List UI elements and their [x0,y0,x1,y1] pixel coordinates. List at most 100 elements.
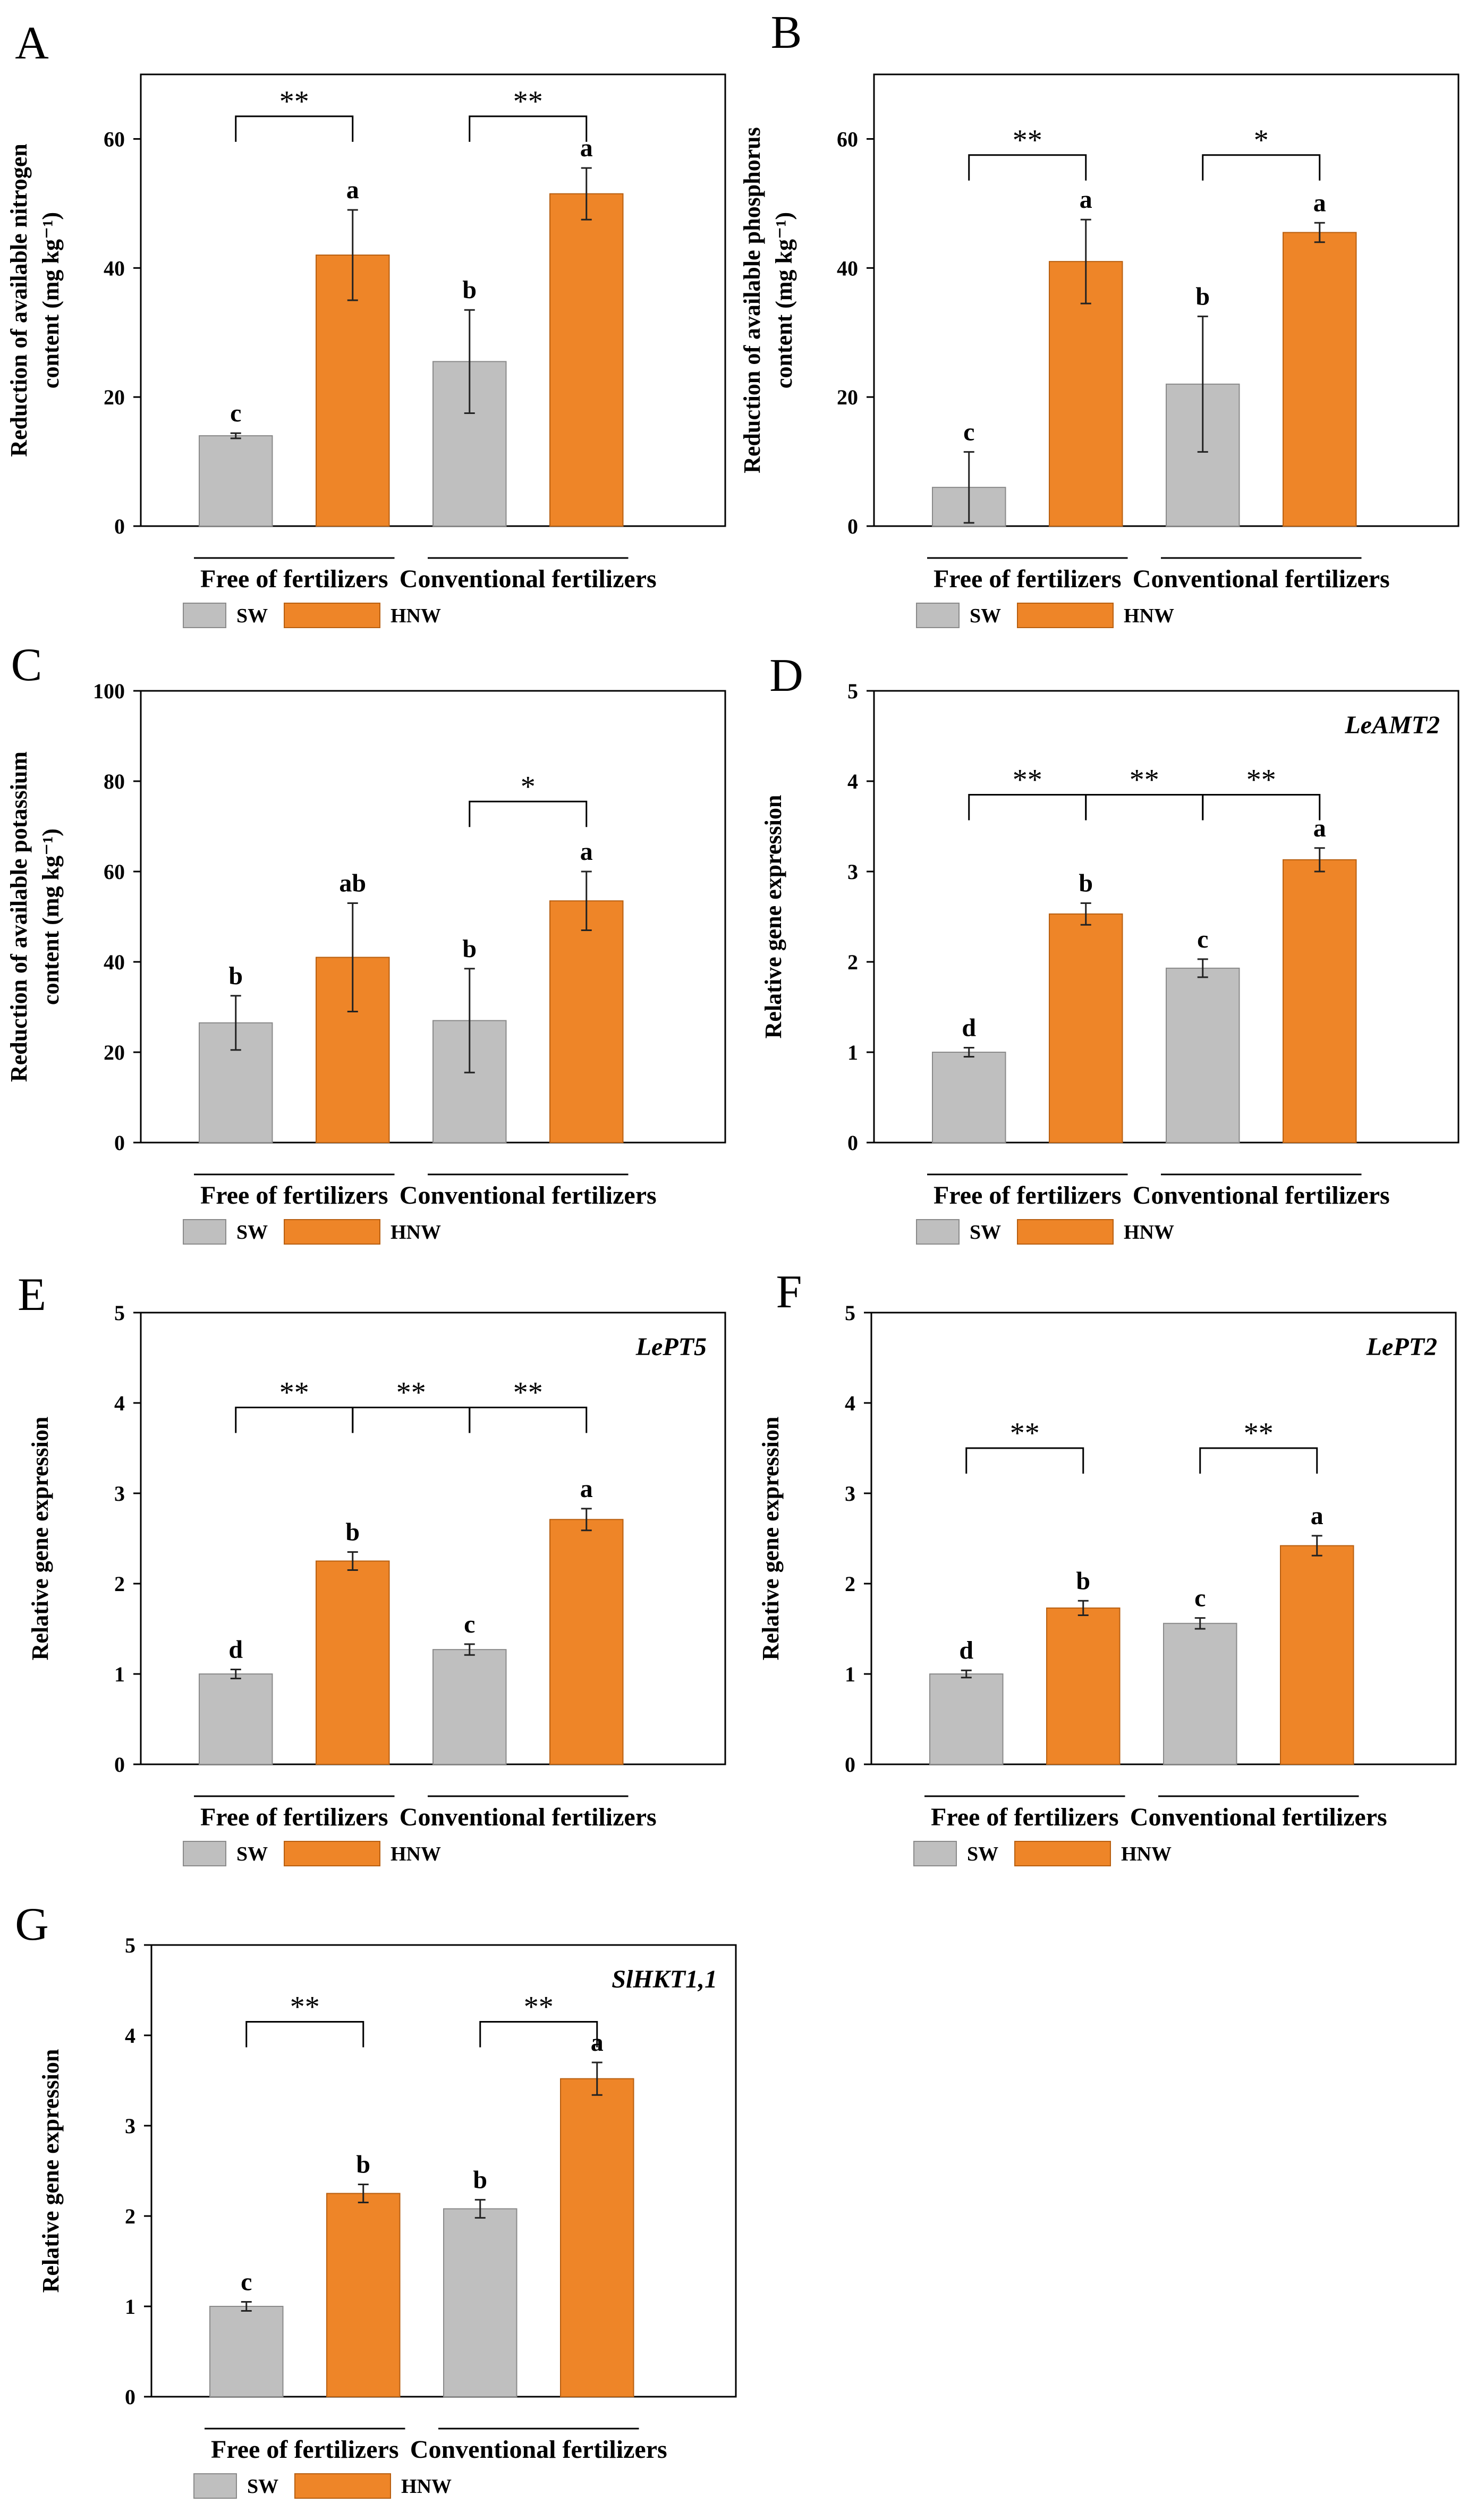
significance-bracket [469,115,588,142]
gene-name: LeAMT2 [1344,711,1440,739]
group-label: Conventional fertilizers [400,565,657,593]
y-tick-label: 40 [104,256,125,280]
panel-letter: G [15,1899,49,1950]
legend-swatch-sw [183,1841,226,1866]
bar-hnw [549,900,624,1143]
group-label: Conventional fertilizers [400,1803,657,1831]
panel-letter: A [15,18,49,69]
legend-label-hnw: HNW [1124,1221,1174,1244]
legend-label-sw: SW [236,1843,268,1865]
bar-sw [1163,1622,1237,1765]
significance-letter: d [962,1014,976,1042]
y-tick-label: 0 [845,1753,855,1777]
bar-sw [199,1673,273,1765]
significance-letter: b [462,935,477,963]
legend-label-hnw: HNW [391,605,441,627]
significance-bracket [469,800,588,827]
bar-hnw [549,193,624,527]
y-tick-label: 60 [104,127,125,151]
bar-hnw [1049,913,1123,1144]
significance-stars: ** [1013,764,1042,797]
y-axis-label: Relative gene expression [760,795,786,1039]
significance-letter: d [959,1636,973,1664]
significance-stars: ** [1246,764,1276,797]
group-label: Conventional fertilizers [1130,1803,1387,1831]
legend-label-hnw: HNW [1124,605,1174,627]
bar-sw [929,1673,1004,1765]
panel-letter: F [776,1266,802,1318]
bar-hnw [1049,261,1123,527]
group-label: Free of fertilizers [931,1803,1119,1831]
panel-letter: E [18,1269,46,1321]
y-axis-label: Relative gene expression [27,1417,53,1661]
panel-G: G 0 1 2 3 4 5 Relative gene expression SlHKT1,1 c… [15,1899,737,2499]
significance-stars: * [521,770,536,803]
legend-label-sw: SW [970,605,1001,627]
bar-sw [199,435,273,527]
panel-E: E 0 1 2 3 4 5 Relative gene expression LePT5 d b c a… [18,1269,726,1866]
y-tick-label: 1 [125,2295,135,2319]
y-tick-label: 2 [845,1572,855,1596]
y-tick-label: 0 [847,514,858,538]
significance-bracket [469,1407,588,1433]
significance-letter: a [346,176,359,204]
significance-stars: ** [396,1376,426,1409]
significance-letter: b [345,1518,360,1546]
y-tick-label: 40 [837,256,858,280]
significance-letter: a [580,838,593,866]
group-label: Free of fertilizers [934,1181,1122,1210]
significance-bracket [1202,794,1321,821]
group-label: Conventional fertilizers [410,2436,667,2464]
significance-letter: a [1311,1502,1323,1530]
bar-hnw [549,1519,624,1765]
legend-label-hnw: HNW [391,1843,441,1865]
y-tick-label: 1 [114,1662,125,1686]
significance-letter: a [580,1475,593,1503]
y-tick-label: 0 [114,1753,125,1777]
bar-hnw [1283,859,1357,1143]
significance-letter: a [1080,185,1092,214]
group-label: Free of fertilizers [934,565,1122,593]
y-tick-label: 4 [125,2024,135,2048]
bar-hnw [316,1560,390,1765]
y-tick-label: 0 [847,1131,858,1155]
y-tick-label: 5 [114,1301,125,1325]
significance-letter: b [1195,282,1210,310]
group-label: Free of fertilizers [211,2436,399,2464]
legend-swatch-hnw [1017,1219,1114,1245]
y-tick-label: 1 [845,1662,855,1686]
legend-label-sw: SW [970,1221,1001,1244]
panel-D: D 0 1 2 3 4 5 Relative gene expression LeAMT2 d b c… [760,650,1459,1245]
significance-bracket [968,154,1087,181]
y-axis-label: content (mg kg⁻¹) [771,212,797,388]
group-label: Conventional fertilizers [1133,565,1390,593]
legend-swatch-hnw [284,603,380,628]
group-label: Free of fertilizers [200,1803,388,1831]
significance-stars: * [1254,124,1269,157]
bar-sw [443,2208,517,2397]
significance-stars: ** [279,85,309,118]
legend-swatch-hnw [1014,1841,1111,1866]
group-label: Conventional fertilizers [1133,1181,1390,1210]
bar-hnw [1283,232,1357,527]
legend-swatch-hnw [1017,603,1114,628]
legend-label-hnw: HNW [1121,1843,1172,1865]
significance-stars: ** [290,1991,320,2024]
significance-letter: ab [339,869,366,898]
group-label: Free of fertilizers [200,565,388,593]
legend-swatch-sw [916,1219,960,1245]
significance-letter: c [1194,1584,1206,1612]
legend-swatch-hnw [294,2473,391,2499]
significance-bracket [245,2021,364,2048]
y-tick-label: 3 [845,1482,855,1506]
y-axis-label: Reduction of available nitrogen [6,143,32,457]
legend-swatch-hnw [284,1841,380,1866]
significance-letter: c [241,2268,252,2296]
bar-hnw [1280,1545,1354,1765]
panel-F: F 0 1 2 3 4 5 Relative gene expression LePT2 d b c a… [758,1266,1457,1866]
significance-stars: ** [1244,1417,1274,1450]
y-axis-label: Relative gene expression [38,2049,64,2293]
y-tick-label: 5 [845,1301,855,1325]
legend-swatch-sw [183,603,226,628]
